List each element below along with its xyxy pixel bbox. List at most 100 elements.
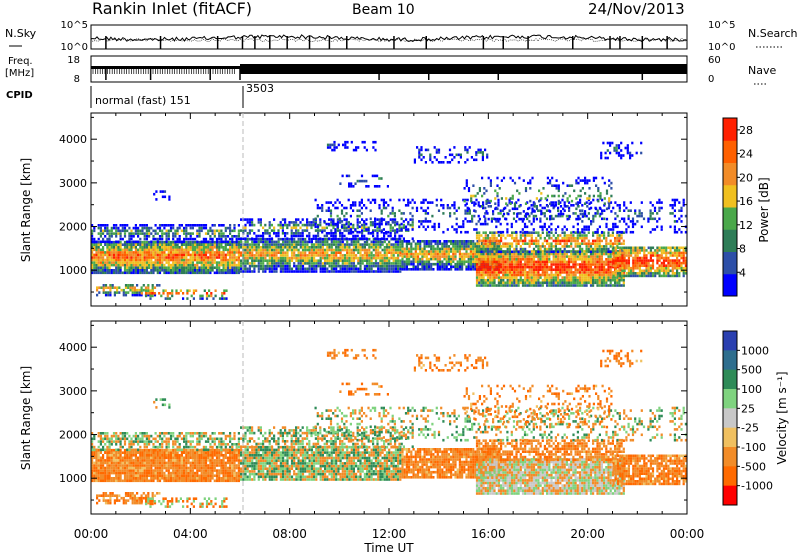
power-cell — [579, 258, 581, 261]
power-cell — [328, 201, 330, 204]
power-cell — [559, 282, 561, 285]
power-cell — [238, 259, 240, 262]
power-cell — [309, 265, 311, 268]
power-cell — [205, 232, 207, 235]
power-cell — [139, 230, 141, 233]
power-cell — [328, 259, 330, 262]
power-cell — [109, 232, 111, 235]
power-cell — [379, 251, 381, 254]
power-cell — [214, 232, 216, 235]
power-cell — [610, 279, 612, 282]
power-cell — [302, 254, 304, 257]
power-cell — [177, 259, 179, 262]
power-cell — [383, 237, 385, 240]
power-cell — [293, 265, 295, 268]
power-cell — [509, 234, 511, 237]
power-cell — [205, 224, 207, 227]
power-cell — [205, 243, 207, 246]
power-cell — [515, 248, 517, 251]
power-cell — [357, 221, 359, 224]
power-cell — [555, 261, 557, 264]
power-cell — [531, 268, 533, 271]
power-cell — [667, 257, 669, 260]
power-cell — [406, 243, 408, 246]
power-cell — [404, 250, 406, 253]
power-cell — [619, 257, 621, 260]
power-cell — [344, 257, 346, 260]
power-cell — [216, 261, 218, 264]
power-cell — [557, 255, 559, 258]
power-cell — [123, 294, 125, 297]
power-cell — [233, 230, 235, 233]
power-cell — [586, 237, 588, 240]
power-cell — [443, 248, 445, 251]
power-cell — [500, 268, 502, 271]
power-cell — [168, 264, 170, 267]
power-cell — [273, 218, 275, 221]
power-cell — [607, 284, 609, 287]
power-cell — [375, 257, 377, 260]
power-cell — [167, 292, 169, 295]
power-cell — [181, 241, 183, 244]
power-cell — [663, 270, 665, 273]
power-cell — [181, 272, 183, 275]
power-cell — [417, 263, 419, 266]
power-cell — [273, 270, 275, 273]
power-cell — [220, 261, 222, 264]
power-cell — [179, 256, 181, 259]
power-cell — [352, 235, 354, 238]
power-cell — [306, 224, 308, 227]
power-cell — [168, 261, 170, 264]
power-cell — [483, 266, 485, 269]
power-cell — [648, 264, 650, 267]
power-cell — [599, 266, 601, 269]
power-cell — [476, 274, 478, 277]
power-cell — [553, 255, 555, 258]
power-cell — [483, 282, 485, 285]
power-cell — [196, 241, 198, 244]
power-cell — [386, 268, 388, 271]
power-cell — [446, 260, 448, 263]
power-cell — [102, 238, 104, 241]
power-cell — [630, 270, 632, 273]
power-cell — [291, 251, 293, 254]
power-cell — [483, 237, 485, 240]
power-cell — [149, 297, 151, 300]
power-cell — [614, 242, 616, 245]
power-cell — [454, 258, 456, 261]
power-cell — [337, 226, 339, 229]
power-cell — [166, 254, 168, 257]
power-cell — [546, 242, 548, 245]
power-cell — [181, 266, 183, 269]
power-cell — [357, 259, 359, 262]
power-cell — [225, 289, 227, 292]
power-cell — [106, 251, 108, 254]
power-cell — [286, 249, 288, 252]
power-cell — [496, 261, 498, 264]
power-cell — [139, 238, 141, 241]
power-cell — [95, 259, 97, 262]
power-cell — [273, 246, 275, 249]
power-cell — [419, 263, 421, 266]
power-cell — [192, 251, 194, 254]
power-cell — [359, 265, 361, 268]
power-cell — [520, 212, 522, 215]
power-cell — [361, 201, 363, 204]
power-cell — [559, 250, 561, 253]
power-cell — [167, 297, 169, 300]
power-cell — [652, 254, 654, 257]
power-cell — [583, 284, 585, 287]
power-cell — [146, 259, 148, 262]
power-cell — [244, 270, 246, 273]
power-cell — [670, 264, 672, 267]
power-cell — [515, 274, 517, 277]
power-cell — [311, 259, 313, 262]
power-cell — [683, 275, 685, 278]
power-cell — [233, 272, 235, 275]
power-cell — [515, 245, 517, 248]
power-cell — [306, 241, 308, 244]
power-cell — [251, 249, 253, 252]
power-cell — [225, 259, 227, 262]
power-cell — [394, 224, 396, 227]
power-cell — [322, 251, 324, 254]
